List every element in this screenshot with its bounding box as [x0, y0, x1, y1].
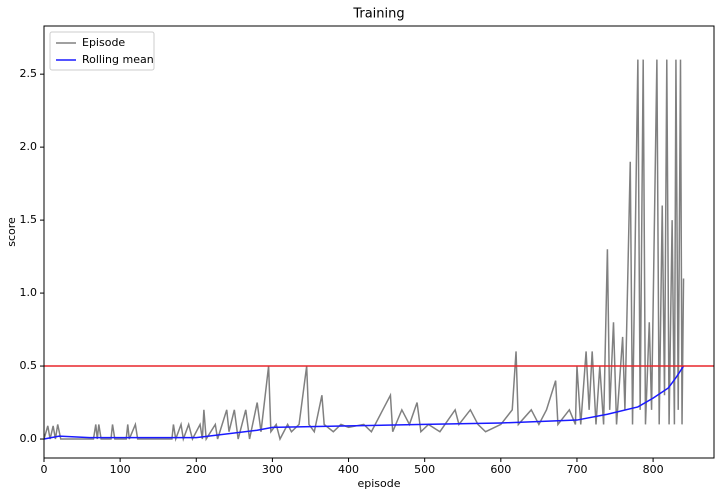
y-tick-label: 2.0 [20, 140, 38, 153]
series-line [43, 59, 685, 443]
series-line [43, 365, 685, 440]
x-axis-label: episode [357, 477, 400, 490]
x-tick-label: 200 [186, 463, 207, 476]
y-tick-label: 1.5 [20, 213, 38, 226]
y-tick-label: 0.5 [20, 359, 38, 372]
x-tick-label: 700 [566, 463, 587, 476]
x-tick-label: 300 [262, 463, 283, 476]
legend-label: Episode [82, 36, 125, 49]
plot-frame [43, 25, 715, 459]
chart-title: Training [352, 7, 404, 22]
x-tick-label: 800 [643, 463, 664, 476]
x-tick-label: 100 [110, 463, 131, 476]
x-tick-label: 0 [41, 463, 48, 476]
legend-label: Rolling mean [82, 53, 154, 66]
x-tick-label: 500 [414, 463, 435, 476]
y-tick-label: 0.0 [20, 432, 38, 445]
x-tick-label: 400 [338, 463, 359, 476]
y-tick-label: 1.0 [20, 286, 38, 299]
y-tick-label: 2.5 [20, 67, 38, 80]
y-axis-label: score [5, 217, 18, 247]
x-tick-label: 600 [490, 463, 511, 476]
